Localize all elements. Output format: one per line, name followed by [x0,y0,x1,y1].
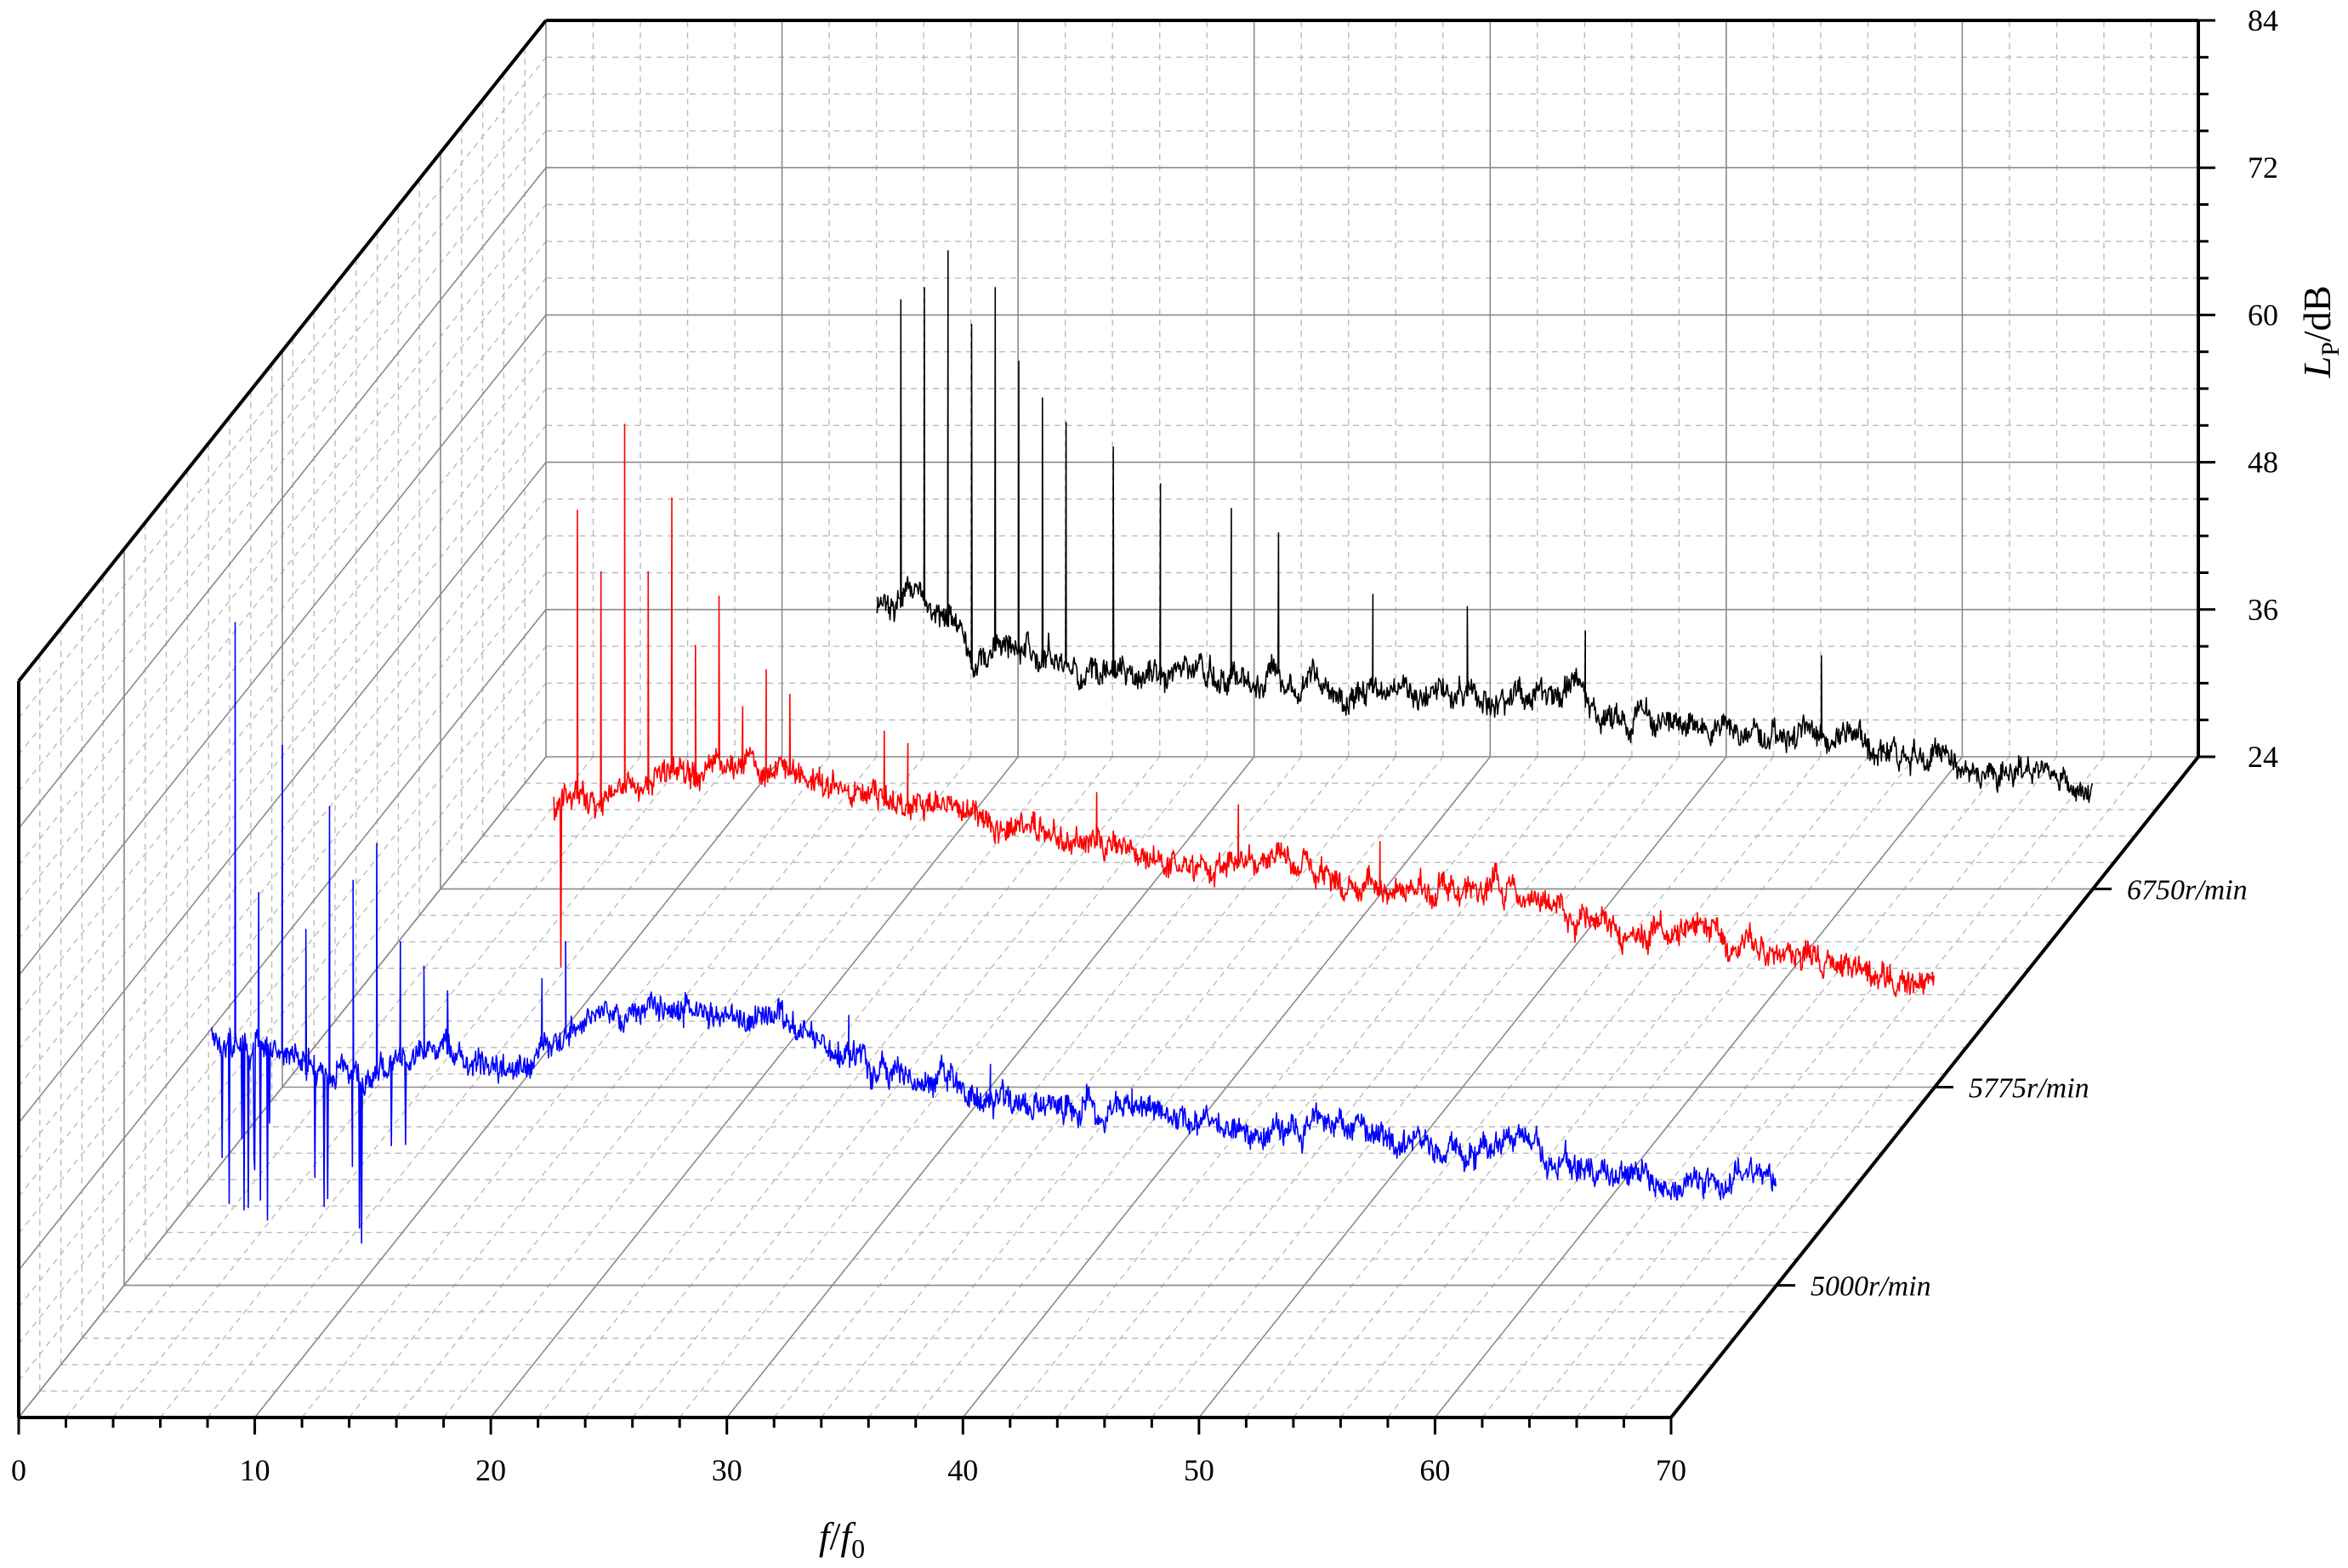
x-tick-label: 0 [11,1453,26,1487]
x-tick-label: 50 [1184,1453,1214,1487]
y-axis-title: LP/dB [2295,286,2345,379]
x-tick-label: 60 [1419,1453,1450,1487]
axis-labels: 0 10 20 30 40 50 60 70 24 36 48 60 72 84 5000r/min 5775… [11,3,2278,1487]
x-axis-title: f/f0 [819,1514,865,1564]
x-tick-label: 40 [947,1453,978,1487]
axis-ticks [17,19,2215,1434]
y-tick-label: 60 [2248,298,2278,332]
y-tick-label: 72 [2248,151,2278,185]
depth-tick-label: 5775r/min [1969,1073,2089,1105]
series-group [210,250,2094,1244]
y-tick-label: 36 [2248,593,2278,627]
y-tick-label: 24 [2248,740,2278,774]
y-tick-label: 84 [2248,3,2278,37]
series-line-2 [876,250,2094,804]
major-grid [18,20,2199,1418]
depth-tick-label: 5000r/min [1811,1271,1931,1303]
x-tick-label: 30 [712,1453,742,1487]
axis-frame [17,19,2200,1419]
series-line-0 [210,622,1777,1244]
x-tick-label: 20 [475,1453,506,1487]
depth-tick-label: 6750r/min [2127,874,2248,906]
series-line-1 [553,423,1935,997]
x-tick-label: 70 [1656,1453,1686,1487]
x-tick-label: 10 [240,1453,270,1487]
y-tick-label: 48 [2248,446,2278,480]
minor-grid [18,20,2198,1418]
